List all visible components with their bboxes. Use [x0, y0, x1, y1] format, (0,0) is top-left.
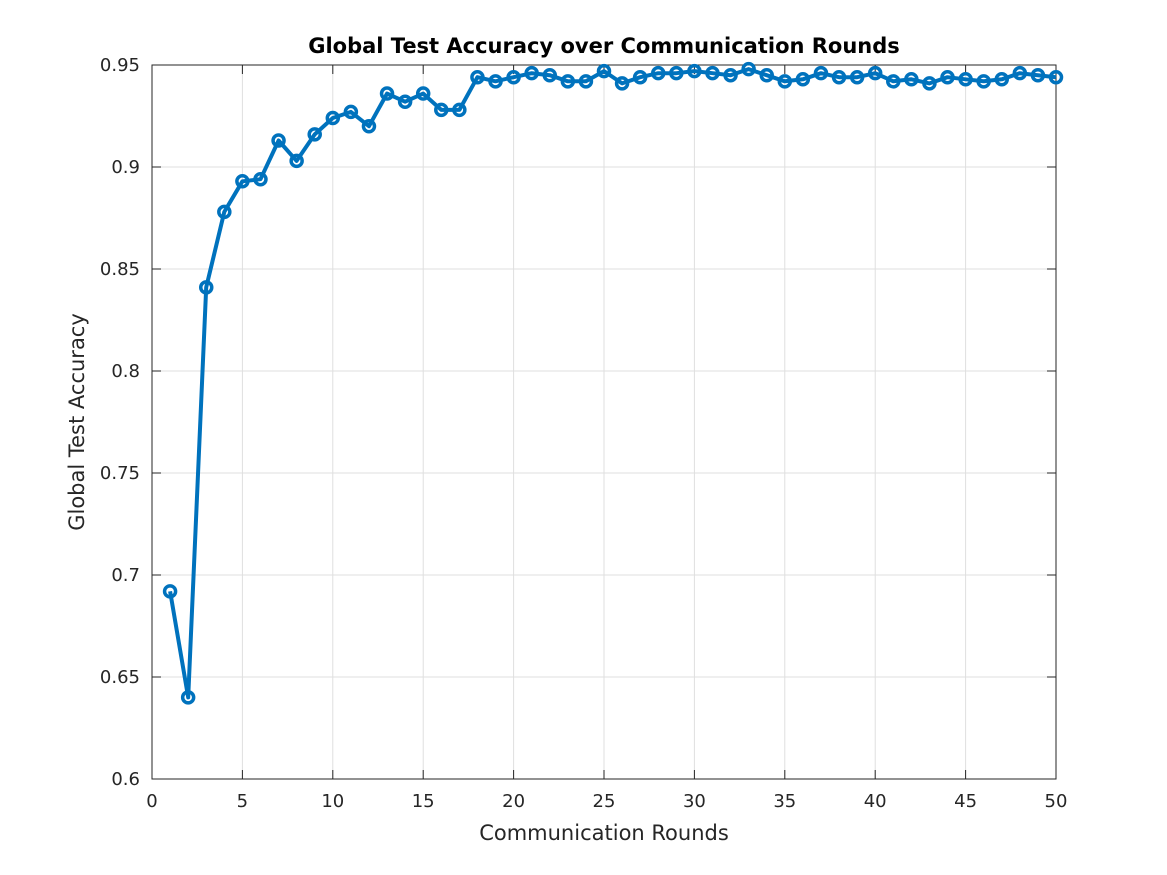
- x-tick-label: 35: [773, 791, 796, 812]
- data-point: [632, 69, 648, 85]
- chart-title: Global Test Accuracy over Communication …: [308, 34, 900, 58]
- data-point: [415, 86, 431, 101]
- data-point: [452, 102, 467, 118]
- data-point: [741, 61, 756, 77]
- data-point: [289, 153, 304, 169]
- data-point: [470, 69, 485, 85]
- data-point: [434, 102, 449, 118]
- data-point: [253, 171, 268, 187]
- data-point: [831, 69, 847, 85]
- y-tick-label: 0.75: [100, 463, 140, 484]
- data-point: [180, 690, 196, 705]
- data-point: [886, 74, 901, 89]
- data-point: [271, 133, 286, 148]
- data-point: [867, 65, 883, 81]
- data-point: [723, 67, 738, 83]
- data-point: [813, 65, 829, 81]
- data-point: [650, 65, 666, 81]
- data-point: [614, 76, 630, 91]
- data-point: [524, 65, 539, 81]
- data-point: [235, 174, 250, 189]
- data-point: [361, 118, 377, 134]
- data-point: [1030, 67, 1046, 83]
- x-tick-labels: 0 5 10 15 20 25 30 35 40 45 50: [146, 791, 1067, 812]
- y-tick-label: 0.95: [100, 55, 140, 76]
- data-point: [669, 65, 684, 81]
- x-tick-label: 15: [412, 791, 435, 812]
- y-tick-label: 0.9: [111, 157, 140, 178]
- data-point: [705, 65, 720, 81]
- x-tick-label: 25: [593, 791, 616, 812]
- data-point: [777, 74, 793, 89]
- x-tick-label: 40: [864, 791, 887, 812]
- data-point: [217, 204, 232, 220]
- data-point: [198, 280, 214, 295]
- x-tick-label: 5: [237, 791, 248, 812]
- x-tick-label: 10: [321, 791, 344, 812]
- data-point: [849, 69, 865, 85]
- data-point: [759, 67, 774, 83]
- data-point: [1012, 65, 1028, 81]
- data-point: [506, 69, 521, 85]
- x-axis-label: Communication Rounds: [479, 821, 729, 845]
- x-tick-label: 0: [146, 791, 157, 812]
- x-tick-label: 45: [954, 791, 977, 812]
- data-point: [1048, 69, 1064, 85]
- data-point: [325, 110, 341, 126]
- data-point: [994, 72, 1010, 87]
- data-point: [904, 72, 919, 87]
- data-point: [307, 127, 322, 142]
- y-tick-labels: 0.6 0.65 0.7 0.75 0.8 0.85 0.9 0.95: [100, 55, 140, 790]
- data-point: [940, 69, 955, 85]
- x-tick-label: 30: [683, 791, 706, 812]
- y-axis-label: Global Test Accuracy: [65, 313, 89, 531]
- data-point: [488, 74, 503, 89]
- data-point: [560, 74, 576, 89]
- data-point: [379, 86, 395, 101]
- y-tick-label: 0.7: [111, 565, 140, 586]
- data-point: [795, 72, 811, 87]
- data-point: [578, 74, 594, 89]
- data-point: [922, 76, 937, 91]
- y-tick-label: 0.8: [111, 361, 140, 382]
- y-tick-label: 0.65: [100, 667, 140, 688]
- series-layer: [162, 61, 1064, 705]
- data-point: [162, 584, 178, 599]
- data-point: [343, 104, 359, 120]
- x-tick-label: 20: [502, 791, 525, 812]
- data-point: [958, 72, 973, 87]
- y-tick-label: 0.6: [111, 769, 140, 790]
- data-point: [687, 63, 702, 79]
- x-tick-label: 50: [1045, 791, 1068, 812]
- data-point: [542, 67, 558, 83]
- y-tick-label: 0.85: [100, 259, 140, 280]
- data-point: [397, 94, 413, 109]
- data-point: [976, 74, 991, 89]
- data-point: [596, 63, 612, 79]
